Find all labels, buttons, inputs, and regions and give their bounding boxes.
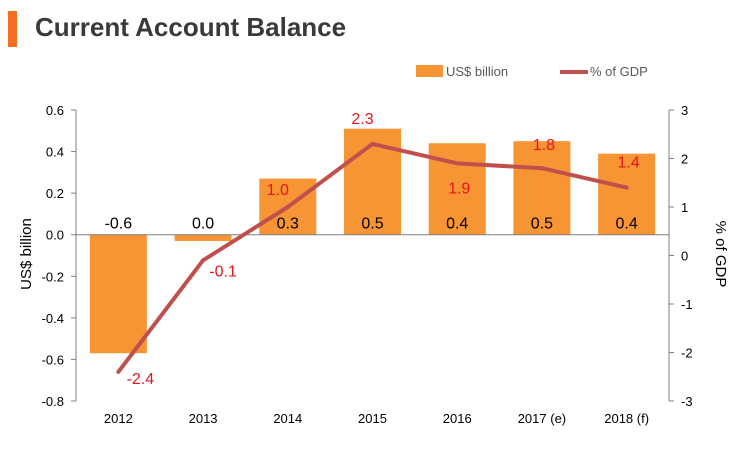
line-data-label: 1.0 xyxy=(267,182,289,199)
x-tick-label: 2018 (f) xyxy=(604,411,649,426)
line-point xyxy=(539,166,544,171)
y2-tick-label: 2 xyxy=(681,152,688,167)
line-data-label: -0.1 xyxy=(209,263,237,280)
x-tick-label: 2015 xyxy=(358,411,387,426)
y2-axis-title: % of GDP xyxy=(712,221,729,288)
legend-bar-swatch xyxy=(416,65,443,77)
bar-data-label: 0.4 xyxy=(616,216,638,233)
bar-data-label: 0.5 xyxy=(531,216,553,233)
bar xyxy=(174,234,232,241)
page-title: Current Account Balance xyxy=(35,12,347,42)
y-tick-label: 0.4 xyxy=(46,145,64,160)
bar-data-label: 0.4 xyxy=(446,216,468,233)
y2-tick-label: 1 xyxy=(681,200,688,215)
line-point xyxy=(624,185,629,190)
line-data-label: 1.9 xyxy=(448,180,470,197)
y-tick-label: 0.0 xyxy=(46,228,64,243)
x-tick-label: 2013 xyxy=(189,411,218,426)
y-tick-label: -0.4 xyxy=(42,311,64,326)
legend-label-bars: US$ billion xyxy=(446,64,508,79)
x-tick-label: 2017 (e) xyxy=(518,411,566,426)
y2-tick-label: -3 xyxy=(681,394,693,409)
bar xyxy=(89,234,147,354)
line-point xyxy=(370,141,375,146)
y2-tick-label: -1 xyxy=(681,297,693,312)
y2-tick-label: -2 xyxy=(681,346,693,361)
line-data-label: 1.4 xyxy=(618,155,640,172)
line-data-label: -2.4 xyxy=(127,371,155,388)
bar xyxy=(598,153,656,235)
line-point xyxy=(201,258,206,263)
line-point xyxy=(455,161,460,166)
y-tick-label: -0.2 xyxy=(42,269,64,284)
bar xyxy=(513,141,571,235)
title-accent-bar xyxy=(8,11,17,47)
line-point xyxy=(285,205,290,209)
line-point xyxy=(116,369,121,374)
line-data-label: 1.8 xyxy=(533,137,555,154)
y2-tick-label: 0 xyxy=(681,249,688,264)
bar-data-label: 0.5 xyxy=(361,216,383,233)
y-tick-label: 0.6 xyxy=(46,103,64,118)
y-axis-title: US$ billion xyxy=(18,218,35,290)
line-data-label: 2.3 xyxy=(351,111,373,128)
y-tick-label: 0.2 xyxy=(46,186,64,201)
y-tick-label: -0.8 xyxy=(42,394,64,409)
x-tick-label: 2012 xyxy=(104,411,133,426)
x-tick-label: 2014 xyxy=(273,411,302,426)
x-tick-label: 2016 xyxy=(443,411,472,426)
y2-tick-label: 3 xyxy=(681,103,688,118)
bar-data-label: 0.3 xyxy=(277,216,299,233)
y-tick-label: -0.6 xyxy=(42,352,64,367)
legend: US$ billion % of GDP xyxy=(416,64,648,79)
legend-label-line: % of GDP xyxy=(590,64,648,79)
bar-data-label: -0.6 xyxy=(105,216,133,233)
bar-data-label: 0.0 xyxy=(192,216,214,233)
